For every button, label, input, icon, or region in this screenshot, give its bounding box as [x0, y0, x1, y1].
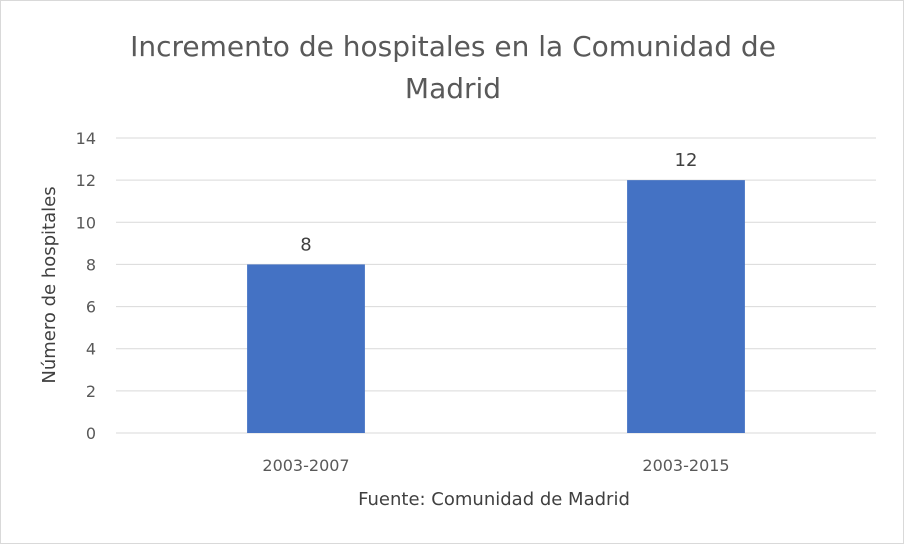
x-axis-title: Fuente: Comunidad de Madrid [358, 489, 630, 510]
y-tick-label: 10 [76, 213, 96, 232]
y-tick-label: 12 [76, 171, 96, 190]
y-tick-label: 0 [86, 424, 96, 443]
y-tick-label: 8 [86, 255, 96, 274]
data-label: 8 [300, 234, 311, 255]
bar [627, 180, 745, 433]
y-axis-ticks: 0 2 4 6 8 10 12 14 [76, 129, 96, 443]
x-category-label: 2003-2007 [262, 456, 349, 475]
data-label: 12 [675, 150, 698, 171]
y-tick-label: 2 [86, 382, 96, 401]
chart-title-line-2: Madrid [405, 72, 501, 105]
bar [247, 264, 365, 433]
y-tick-label: 14 [76, 129, 96, 148]
y-tick-label: 4 [86, 340, 96, 359]
data-labels: 8 12 [300, 150, 697, 255]
y-tick-label: 6 [86, 298, 96, 317]
gridlines [116, 137, 876, 434]
y-axis-title: Número de hospitales [39, 186, 60, 383]
x-axis-categories: 2003-2007 2003-2015 [262, 456, 729, 475]
x-category-label: 2003-2015 [642, 456, 729, 475]
chart-title-line-1: Incremento de hospitales en la Comunidad… [130, 30, 776, 63]
bars [247, 180, 745, 433]
